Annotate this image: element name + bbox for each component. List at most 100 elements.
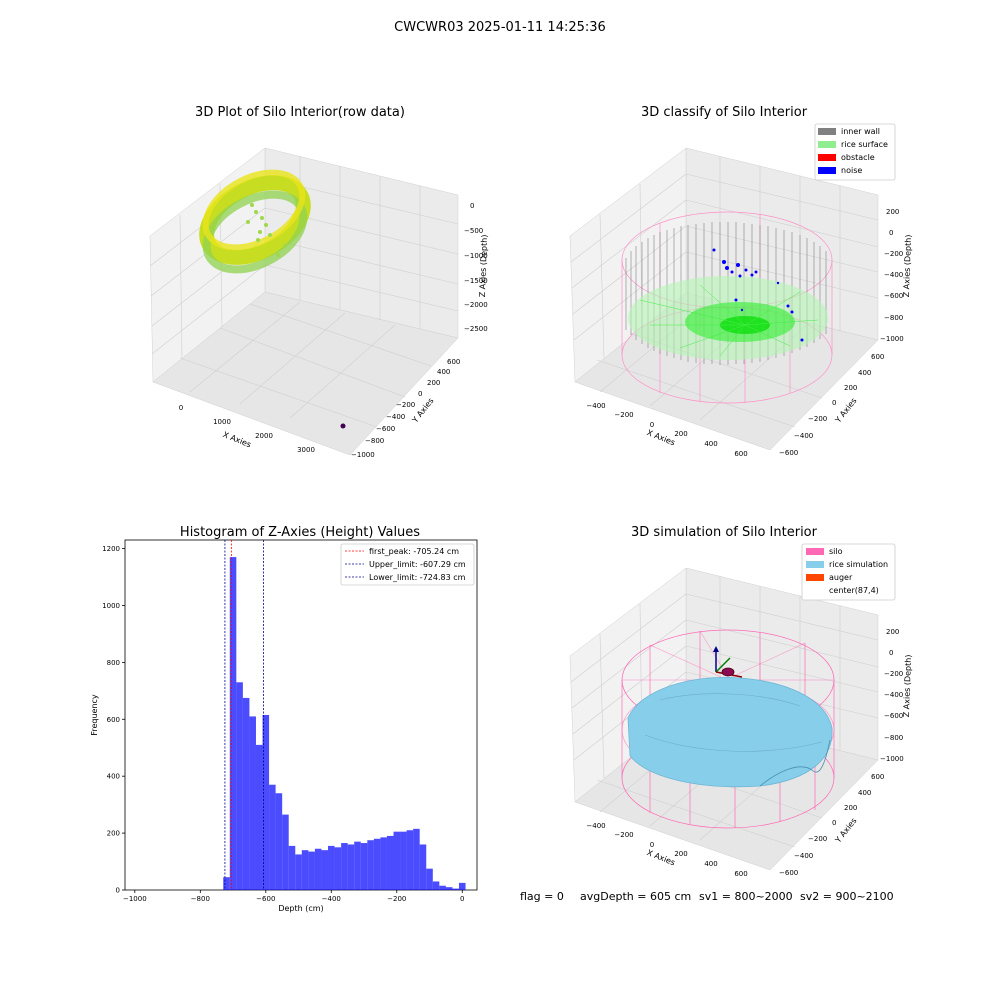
simulation-z-tick: 200 [886,628,899,636]
histogram-y-label: Frequency [90,694,99,736]
histogram-y-tick-label: 0 [116,887,120,895]
panel-raw-data: 3D Plot of Silo Interior(row data) [149,105,489,459]
histogram-bar [386,835,394,890]
histogram-bar [223,877,230,890]
classify-y-tick: 400 [858,369,871,377]
simulation-x-tick: 600 [734,870,747,878]
classify-rice-surface-points [628,276,828,360]
simulation-y-tick: 0 [832,819,836,827]
classify-z-tick: 0 [889,229,893,237]
raw-z-tick: 0 [470,202,474,210]
simulation-x-tick: −200 [614,831,633,839]
histogram-bar [445,887,453,890]
classify-y-tick: 200 [844,384,857,392]
raw-y-tick: 600 [447,358,460,366]
histogram-bar [249,716,256,890]
histogram-x-tick-label: −1000 [123,895,147,903]
histogram-bar [380,837,387,890]
figure-suptitle: CWCWR03 2025-01-11 14:25:36 [394,20,606,35]
status-sv2: sv2 = 900~2100 [800,890,894,903]
classify-x-label: X Axies [646,428,677,447]
classify-legend: inner wall rice surface obstacle noise [814,123,896,181]
classify-y-tick: −600 [779,449,798,457]
raw-grid [149,156,459,428]
histogram-bar [393,831,401,890]
classify-z-tick: −600 [884,292,903,300]
simulation-plot-title: 3D simulation of Silo Interior [631,525,818,540]
histogram-x-label: Depth (cm) [278,904,323,913]
histogram-y-tick-label: 400 [107,773,120,781]
raw-z-tick: −1000 [464,252,488,260]
classify-y-tick: −200 [808,415,827,423]
raw-z-tick: −1500 [464,277,488,285]
raw-z-ticks: 0 −500 −1000 −1500 −2000 −2500 [464,202,488,333]
histogram-bar [334,847,342,890]
legend-obstacle-swatch [818,154,836,161]
histogram-bar [282,814,289,890]
raw-z-tick: −2500 [464,325,488,333]
panel-classify: 3D classify of Silo Interior [569,105,913,458]
simulation-x-ticks: −400 −200 0 200 400 600 [586,822,747,878]
status-line: flag = 0 avgDepth = 605 cm sv1 = 800~200… [520,890,894,903]
simulation-legend: silo rice simulation auger center(87,4) [801,543,896,601]
legend-inner-wall-swatch [818,128,836,135]
simulation-y-tick: −400 [794,852,813,860]
histogram-y-tick-label: 1200 [102,545,120,553]
simulation-x-tick: 200 [674,850,687,858]
simulation-x-tick: 400 [704,860,717,868]
classify-x-tick: 400 [704,440,717,448]
classify-z-tick: −1000 [880,335,904,343]
raw-y-ticks: 600 400 200 0 −200 −400 −600 −800 −1000 [351,358,460,459]
histogram-bar [439,885,446,890]
legend-rice-simulation-label: rice simulation [829,560,888,569]
status-avg-depth: avgDepth = 605 cm [580,890,691,903]
legend-rice-simulation-swatch [806,561,824,568]
legend-auger-label: auger [829,573,853,582]
histogram-x-tick-label: −200 [387,895,406,903]
raw-x-tick: 0 [179,404,183,412]
histogram-bar [367,840,374,890]
histogram-bar [295,854,302,890]
classify-y-tick: −400 [794,432,813,440]
histogram-bar [426,868,433,890]
classify-y-label: Y Axies [833,396,859,425]
raw-z-tick: −500 [464,227,483,235]
classify-y-tick: 0 [832,399,836,407]
legend-center-label: center(87,4) [829,586,879,595]
histogram-bar [308,851,315,890]
raw-x-ticks: 0 1000 2000 3000 [179,404,315,454]
raw-pane-floor [152,291,459,456]
raw-y-tick: 200 [427,379,440,387]
raw-plot-title: 3D Plot of Silo Interior(row data) [195,105,405,120]
panel-simulation: 3D simulation of Silo Interior [569,525,913,878]
classify-x-tick: 200 [674,430,687,438]
classify-plot-title: 3D classify of Silo Interior [641,105,808,120]
histogram-bar [347,844,355,890]
histogram-bar [229,557,237,890]
histogram-x-ticks: −1000 −800 −600 −400 −200 0 [123,890,464,903]
classify-y-ticks: 600 400 200 0 −200 −400 −600 [779,353,884,457]
histogram-bar [373,838,381,890]
raw-y-tick: −800 [365,437,384,445]
simulation-y-label: Y Axies [833,816,859,845]
classify-x-tick: −200 [614,411,633,419]
simulation-y-tick: 200 [844,804,857,812]
histogram-bar [354,841,361,890]
histogram-bar [236,682,243,890]
simulation-y-ticks: 600 400 200 0 −200 −400 −600 [779,773,884,877]
histogram-bar [328,845,335,890]
legend-noise-label: noise [841,166,862,175]
simulation-z-tick: 0 [889,649,893,657]
classify-z-label: Z Axies (Depth) [902,234,913,297]
simulation-z-tick: −800 [884,734,903,742]
legend-first-peak-label: first_peak: -705.24 cm [369,547,459,556]
legend-rice-surface-label: rice surface [841,140,888,149]
histogram-bar [321,850,329,890]
simulation-y-tick: 600 [871,773,884,781]
histogram-y-tick-label: 600 [107,716,120,724]
simulation-y-tick: 400 [858,789,871,797]
classify-z-tick: −400 [884,271,903,279]
histogram-vlines [224,540,264,890]
classify-z-tick: 200 [886,208,899,216]
histogram-bar [432,881,440,890]
